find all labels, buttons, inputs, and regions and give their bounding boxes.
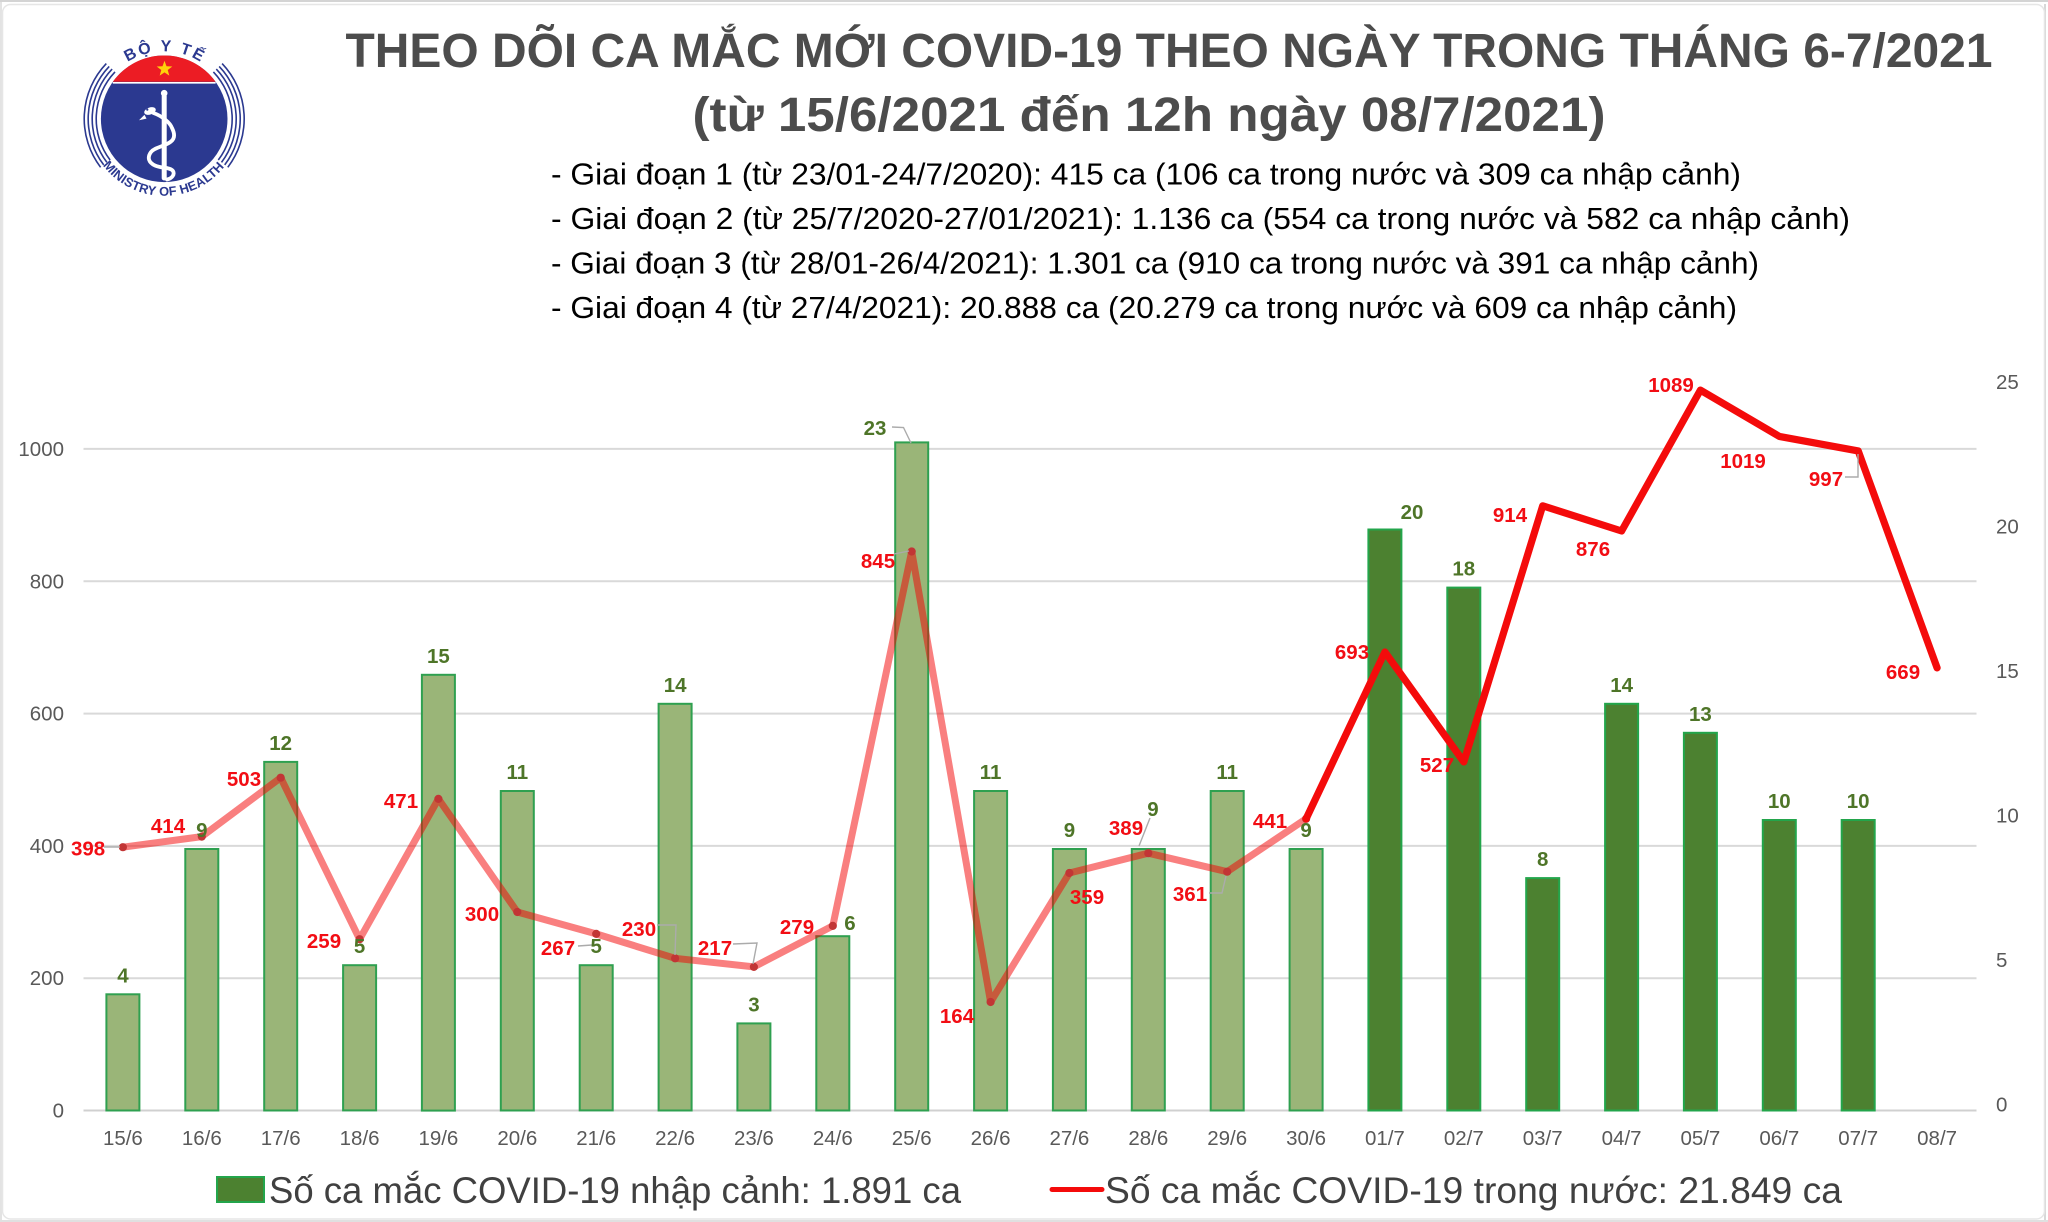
svg-text:23/6: 23/6 — [734, 1127, 774, 1150]
svg-text:527: 527 — [1420, 754, 1454, 777]
svg-text:18/6: 18/6 — [340, 1127, 380, 1150]
svg-text:0: 0 — [1996, 1094, 2007, 1117]
svg-text:02/7: 02/7 — [1444, 1127, 1484, 1150]
svg-text:11: 11 — [980, 761, 1002, 784]
svg-text:23: 23 — [864, 417, 887, 440]
svg-text:600: 600 — [30, 703, 64, 726]
svg-text:914: 914 — [1493, 504, 1528, 527]
svg-text:398: 398 — [71, 838, 105, 861]
svg-text:164: 164 — [940, 1005, 975, 1028]
svg-text:Số ca mắc COVID-19 nhập cảnh:: Số ca mắc COVID-19 nhập cảnh: 1.891 ca — [269, 1170, 961, 1211]
svg-text:5: 5 — [1996, 949, 2007, 972]
svg-text:997: 997 — [1809, 468, 1843, 491]
svg-text:0: 0 — [53, 1100, 64, 1123]
svg-text:25: 25 — [1996, 371, 2019, 394]
svg-text:- Giai đoạn 1 (từ 23/01-24/7/2: - Giai đoạn 1 (từ 23/01-24/7/2020): 415 … — [551, 157, 1741, 192]
svg-text:414: 414 — [151, 815, 186, 838]
svg-text:6: 6 — [844, 912, 855, 935]
svg-text:- Giai đoạn 4 (từ 27/4/2021):: - Giai đoạn 4 (từ 27/4/2021): 20.888 ca … — [551, 290, 1737, 325]
svg-text:217: 217 — [698, 937, 732, 960]
svg-text:THEO DÕI CA MẮC MỚI COVID-19 T: THEO DÕI CA MẮC MỚI COVID-19 THEO NGÀY T… — [346, 23, 1993, 78]
svg-text:876: 876 — [1576, 538, 1610, 561]
svg-text:13: 13 — [1689, 703, 1712, 726]
svg-text:15: 15 — [427, 645, 450, 668]
svg-text:359: 359 — [1070, 886, 1104, 909]
svg-text:15/6: 15/6 — [103, 1127, 143, 1150]
svg-text:- Giai đoạn 3 (từ 28/01-26/4/2: - Giai đoạn 3 (từ 28/01-26/4/2021): 1.30… — [551, 246, 1759, 281]
svg-text:3: 3 — [748, 993, 759, 1016]
svg-text:389: 389 — [1109, 817, 1143, 840]
svg-text:11: 11 — [1216, 761, 1238, 784]
svg-text:5: 5 — [590, 935, 601, 958]
svg-text:22/6: 22/6 — [655, 1127, 695, 1150]
svg-text:12: 12 — [269, 732, 292, 755]
svg-text:(từ 15/6/2021 đến 12h ngày 08/: (từ 15/6/2021 đến 12h ngày 08/7/2021) — [693, 89, 1606, 142]
svg-text:30/6: 30/6 — [1286, 1127, 1326, 1150]
svg-text:200: 200 — [30, 967, 64, 990]
svg-text:1019: 1019 — [1720, 450, 1766, 473]
svg-text:10: 10 — [1847, 790, 1870, 813]
svg-text:04/7: 04/7 — [1602, 1127, 1642, 1150]
svg-text:03/7: 03/7 — [1523, 1127, 1563, 1150]
svg-text:21/6: 21/6 — [576, 1127, 616, 1150]
svg-text:8: 8 — [1537, 848, 1548, 871]
svg-text:9: 9 — [1147, 798, 1158, 821]
svg-text:259: 259 — [307, 930, 341, 953]
svg-text:300: 300 — [465, 903, 499, 926]
svg-text:503: 503 — [227, 768, 261, 791]
svg-text:19/6: 19/6 — [418, 1127, 458, 1150]
svg-text:24/6: 24/6 — [813, 1127, 853, 1150]
svg-text:17/6: 17/6 — [261, 1127, 301, 1150]
svg-text:25/6: 25/6 — [892, 1127, 932, 1150]
svg-text:20/6: 20/6 — [497, 1127, 537, 1150]
svg-text:07/7: 07/7 — [1838, 1127, 1878, 1150]
svg-text:800: 800 — [30, 570, 64, 593]
svg-text:15: 15 — [1996, 660, 2019, 683]
svg-text:01/7: 01/7 — [1365, 1127, 1405, 1150]
svg-text:06/7: 06/7 — [1759, 1127, 1799, 1150]
svg-text:1000: 1000 — [18, 438, 64, 461]
svg-text:9: 9 — [1064, 819, 1075, 842]
svg-text:14: 14 — [1610, 674, 1633, 697]
svg-text:693: 693 — [1335, 641, 1369, 664]
svg-text:230: 230 — [622, 918, 656, 941]
svg-text:279: 279 — [780, 916, 814, 939]
svg-text:400: 400 — [30, 835, 64, 858]
svg-text:20: 20 — [1996, 516, 2019, 539]
svg-text:- Giai đoạn 2 (từ 25/7/2020-27: - Giai đoạn 2 (từ 25/7/2020-27/01/2021):… — [551, 201, 1850, 236]
svg-text:29/6: 29/6 — [1207, 1127, 1247, 1150]
svg-text:9: 9 — [196, 819, 207, 842]
svg-text:471: 471 — [384, 790, 418, 813]
svg-text:10: 10 — [1768, 790, 1791, 813]
svg-text:Số ca mắc COVID-19 trong nước:: Số ca mắc COVID-19 trong nước: 21.849 ca — [1105, 1170, 1842, 1211]
svg-text:05/7: 05/7 — [1680, 1127, 1720, 1150]
svg-text:26/6: 26/6 — [971, 1127, 1011, 1150]
svg-text:1089: 1089 — [1648, 374, 1694, 397]
svg-text:4: 4 — [117, 964, 129, 987]
svg-text:08/7: 08/7 — [1917, 1127, 1957, 1150]
svg-text:9: 9 — [1300, 819, 1311, 842]
svg-text:16/6: 16/6 — [182, 1127, 222, 1150]
svg-text:845: 845 — [861, 550, 895, 573]
svg-text:5: 5 — [354, 935, 365, 958]
svg-text:14: 14 — [664, 674, 687, 697]
svg-text:20: 20 — [1401, 501, 1424, 524]
svg-text:361: 361 — [1173, 883, 1207, 906]
svg-text:669: 669 — [1886, 661, 1920, 684]
svg-text:10: 10 — [1996, 805, 2019, 828]
svg-text:441: 441 — [1253, 810, 1287, 833]
svg-text:267: 267 — [541, 937, 575, 960]
svg-text:27/6: 27/6 — [1049, 1127, 1089, 1150]
svg-text:18: 18 — [1452, 558, 1475, 581]
svg-text:11: 11 — [506, 761, 528, 784]
svg-text:28/6: 28/6 — [1128, 1127, 1168, 1150]
